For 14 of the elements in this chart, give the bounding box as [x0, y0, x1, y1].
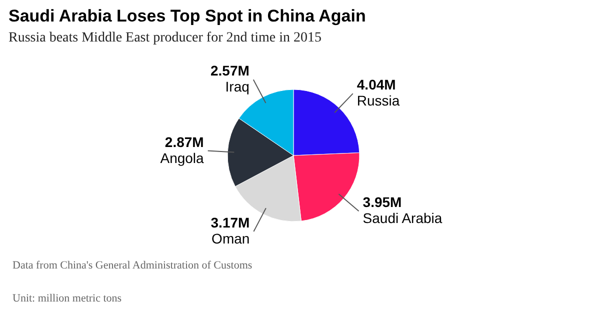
data-label: 2.57M [210, 62, 250, 79]
slice-label: Russia [356, 92, 400, 109]
slice-label: Oman [212, 230, 250, 246]
chart-subtitle: Russia beats Middle East producer for 2nd time in 2015 [8, 30, 322, 46]
text: Data from China's General Administration of Customs [12, 260, 252, 272]
slice-label: Angola [160, 150, 204, 166]
chart-title: Saudi Arabia Loses Top Spot in China Again [8, 6, 366, 26]
text: Unit: million metric tons [12, 292, 122, 304]
data-label: 3.17M [210, 214, 250, 230]
data-label: 4.04M [356, 76, 396, 93]
data-label: 3.95M [362, 194, 402, 210]
slice-label: Saudi Arabia [362, 210, 442, 226]
data-label: 2.87M [164, 134, 204, 150]
slice-label: Iraq [225, 78, 250, 95]
